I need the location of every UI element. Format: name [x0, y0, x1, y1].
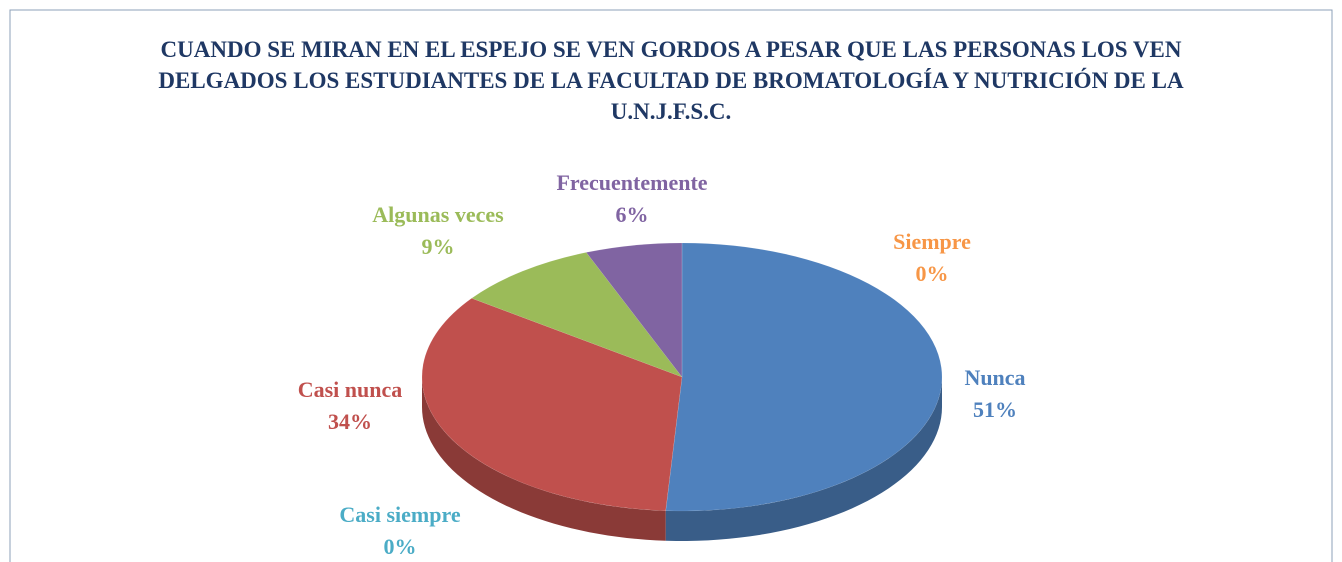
slice-side [665, 377, 942, 541]
data-label-name: Casi nunca [298, 377, 403, 402]
data-label-name: Siempre [893, 229, 971, 254]
data-label-name: Nunca [964, 365, 1025, 390]
slice [421, 297, 683, 511]
data-label-name: Algunas veces [372, 202, 504, 227]
slice [585, 242, 683, 378]
data-label-value: 34% [328, 409, 372, 434]
data-label-value: 6% [616, 202, 649, 227]
chart-title: CUANDO SE MIRAN EN EL ESPEJO SE VEN GORD… [158, 37, 1184, 124]
data-label-value: 0% [916, 261, 949, 286]
slice [665, 242, 943, 512]
data-label-value: 51% [973, 397, 1017, 422]
chart-frame [9, 9, 1333, 562]
data-label-name: Frecuentemente [556, 170, 707, 195]
slice-side [422, 377, 666, 541]
slice [471, 252, 683, 378]
data-label-name: Casi siempre [339, 502, 460, 527]
data-label-value: 9% [422, 234, 455, 259]
data-label-value: 0% [384, 534, 417, 559]
